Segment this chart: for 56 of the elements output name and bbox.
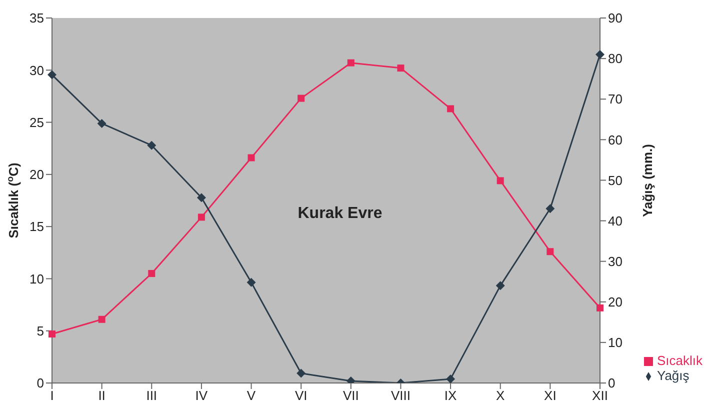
annotation: Kurak Evre <box>298 205 382 222</box>
x-tick-label: XI <box>544 388 556 404</box>
y2-tick-label: 80 <box>608 51 622 66</box>
point <box>98 316 106 323</box>
point <box>496 281 505 290</box>
point <box>446 374 456 383</box>
point <box>248 154 255 162</box>
point <box>48 330 56 338</box>
point <box>347 59 354 66</box>
point <box>198 214 205 221</box>
point <box>196 193 206 202</box>
y-tick-label: 20 <box>30 167 44 182</box>
y2-tick-label: 90 <box>608 10 622 26</box>
point <box>48 70 56 80</box>
y-tick-label: 0 <box>36 376 44 391</box>
x-tick-label: V <box>246 388 256 404</box>
point <box>397 64 404 72</box>
y-tick-label: 30 <box>30 62 44 78</box>
point <box>596 50 604 59</box>
point <box>296 368 306 378</box>
y-tick-label: 15 <box>30 219 44 234</box>
y2-tick-label: 70 <box>608 92 622 107</box>
y2-tick-label: 20 <box>608 294 622 310</box>
y-tick-label: 35 <box>30 10 44 26</box>
y-tick-label: 25 <box>30 114 44 130</box>
point <box>298 94 305 102</box>
y2-tick-label: 30 <box>608 254 622 269</box>
x-tick-label: VI <box>294 388 308 404</box>
point <box>148 270 156 277</box>
y2-axis-title: Yağış (mm.) <box>640 144 655 217</box>
x-tick-label: XII <box>592 388 608 404</box>
x-tick-label: III <box>146 388 158 404</box>
point <box>546 248 554 256</box>
point <box>496 177 504 184</box>
point <box>97 118 106 128</box>
point <box>596 304 604 312</box>
x-tick-label: X <box>496 388 506 404</box>
point <box>246 278 256 287</box>
point <box>447 105 454 112</box>
y2-tick-label: 0 <box>608 376 616 391</box>
point <box>546 204 555 214</box>
x-tick-label: VII <box>342 388 359 404</box>
x-tick-label: IX <box>444 388 458 404</box>
y2-tick-label: 40 <box>608 213 622 228</box>
point <box>147 140 156 150</box>
legend-label: Sıcaklık <box>657 353 703 368</box>
x-tick-label: VIII <box>390 388 410 404</box>
y-tick-label: 5 <box>36 323 44 338</box>
x-tick-label: I <box>50 388 54 404</box>
y-tick-label: 10 <box>30 271 44 286</box>
y2-tick-label: 10 <box>608 335 622 350</box>
legend-label: Yağış <box>657 368 690 383</box>
x-tick-label: IV <box>195 388 208 404</box>
y2-tick-label: 60 <box>608 132 622 148</box>
y2-tick-label: 50 <box>608 172 622 188</box>
x-tick-label: II <box>98 388 106 404</box>
